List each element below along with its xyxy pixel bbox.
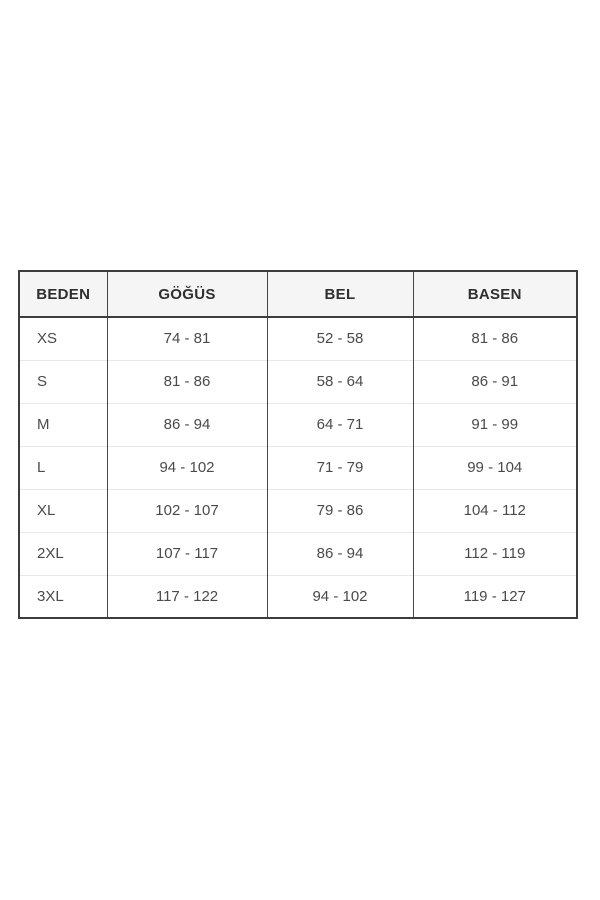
size-cell: XS xyxy=(37,330,58,348)
waist-cell: 58 - 64 xyxy=(266,359,413,403)
size-chart-container: BEDEN GÖĞÜS BEL BASEN XS 74 - 81 52 - 58… xyxy=(18,270,578,619)
size-cell: M xyxy=(19,402,107,446)
hips-cell: 86 - 91 xyxy=(412,359,577,403)
size-cell: 2XL xyxy=(19,531,107,575)
chest-cell: 94 - 102 xyxy=(106,445,267,489)
hips-cell: 91 - 99 xyxy=(412,402,577,446)
header-waist: BEL xyxy=(266,271,413,318)
waist-cell: 64 - 71 xyxy=(266,402,413,446)
chest-cell: 86 - 94 xyxy=(106,402,267,446)
table-row: M 86 - 94 64 - 71 91 - 99 xyxy=(19,402,577,446)
hips-cell: 81 - 86 xyxy=(412,317,577,360)
size-cell: XL xyxy=(19,488,107,532)
header-size: BEDEN xyxy=(19,271,107,318)
waist-cell: 86 - 94 xyxy=(266,531,413,575)
hips-cell: 104 - 112 xyxy=(412,488,577,532)
waist-cell: 79 - 86 xyxy=(266,488,413,532)
chest-cell: 107 - 117 xyxy=(106,531,267,575)
hips-cell: 112 - 119 xyxy=(412,531,577,575)
size-chart-table: BEDEN GÖĞÜS BEL BASEN XS 74 - 81 52 - 58… xyxy=(18,270,578,619)
chest-cell: 81 - 86 xyxy=(106,359,267,403)
chest-cell: 117 - 122 xyxy=(106,574,267,618)
size-chart-body: XS 74 - 81 52 - 58 81 - 86 S 81 - 86 58 … xyxy=(19,317,577,618)
header-hips: BASEN xyxy=(412,271,577,318)
waist-cell: 94 - 102 xyxy=(266,574,413,618)
hips-cell: 119 - 127 xyxy=(412,574,577,618)
table-row: 3XL 117 - 122 94 - 102 119 - 127 xyxy=(19,574,577,618)
hips-cell: 99 - 104 xyxy=(412,445,577,489)
chest-cell: 102 - 107 xyxy=(106,488,267,532)
size-chart-header: BEDEN GÖĞÜS BEL BASEN xyxy=(19,271,577,318)
header-chest: GÖĞÜS xyxy=(106,271,267,318)
size-cell: 3XL xyxy=(19,574,107,618)
header-row: BEDEN GÖĞÜS BEL BASEN xyxy=(19,271,577,318)
chest-cell: 74 - 81 xyxy=(106,317,267,360)
waist-cell: 71 - 79 xyxy=(266,445,413,489)
size-cell: S xyxy=(19,359,107,403)
table-row: XS 74 - 81 52 - 58 81 - 86 xyxy=(19,317,577,360)
table-row: L 94 - 102 71 - 79 99 - 104 xyxy=(19,445,577,489)
size-cell: L xyxy=(19,445,107,489)
table-row: S 81 - 86 58 - 64 86 - 91 xyxy=(19,359,577,403)
table-row: XL 102 - 107 79 - 86 104 - 112 xyxy=(19,488,577,532)
waist-cell: 52 - 58 xyxy=(266,317,413,360)
table-row: 2XL 107 - 117 86 - 94 112 - 119 xyxy=(19,531,577,575)
